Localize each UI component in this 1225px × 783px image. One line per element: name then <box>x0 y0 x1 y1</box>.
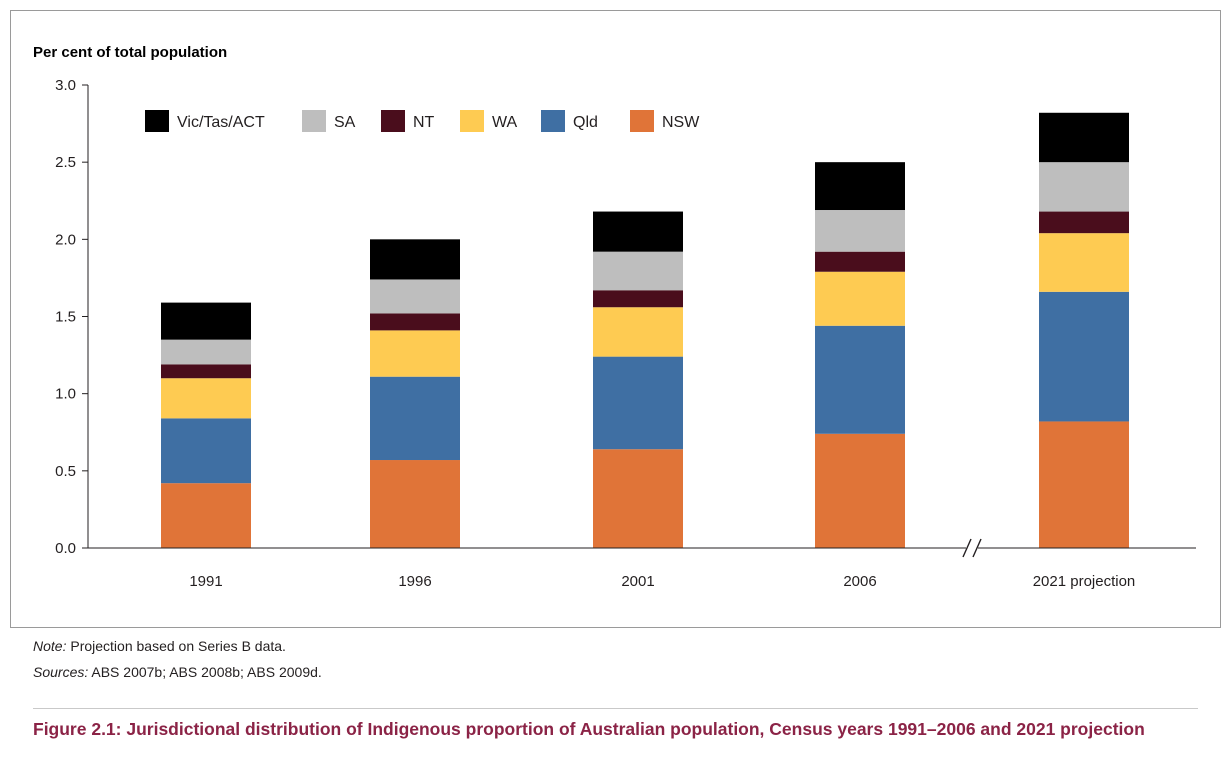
bar-segment <box>1039 112 1129 163</box>
y-tick-label: 1.0 <box>55 386 76 403</box>
note-text: Projection based on Series B data. <box>70 638 286 654</box>
bar-segment <box>370 460 460 548</box>
x-axis: 1991 1996 2001 2006 2021 projection <box>88 538 1196 590</box>
x-tick-label: 2006 <box>843 573 876 590</box>
bar-segment <box>161 364 251 379</box>
bar-segment <box>815 271 905 326</box>
axis-break-mark <box>972 538 982 558</box>
legend-swatch <box>460 110 484 132</box>
bar-segment <box>161 339 251 365</box>
legend-label: NSW <box>662 114 700 131</box>
y-tick-label: 0.5 <box>55 463 76 480</box>
y-tick-label: 2.5 <box>55 154 76 171</box>
x-tick-label: 1991 <box>189 573 222 590</box>
bar-segment <box>593 307 683 357</box>
legend-swatch <box>381 110 405 132</box>
legend-label: WA <box>492 114 518 131</box>
bar-segment <box>1039 421 1129 548</box>
bar-segment <box>593 449 683 548</box>
sources-text: ABS 2007b; ABS 2008b; ABS 2009d. <box>91 664 322 680</box>
y-tick-label: 2.0 <box>55 231 76 248</box>
bar-stack <box>1039 112 1129 548</box>
legend-swatch <box>302 110 326 132</box>
y-tick-label: 3.0 <box>55 77 76 94</box>
bar-segment <box>815 210 905 252</box>
bar-segment <box>593 290 683 308</box>
axis-break-mark <box>962 538 972 558</box>
bar-segment <box>1039 291 1129 422</box>
figure-caption: Figure 2.1: Jurisdictional distribution … <box>33 719 1145 739</box>
bar-segment <box>1039 233 1129 292</box>
legend-label: SA <box>334 114 356 131</box>
stacked-bar-chart: Per cent of total population 0.0 0.5 1.0 1.… <box>33 44 1196 590</box>
bar-segment <box>815 251 905 272</box>
bar-segment <box>593 356 683 450</box>
bar-segment <box>161 378 251 419</box>
y-axis-title: Per cent of total population <box>33 44 227 61</box>
bar-segment <box>593 211 683 252</box>
bar-segment <box>815 325 905 434</box>
bar-segment <box>370 279 460 314</box>
y-tick-label: 0.0 <box>55 540 76 557</box>
caption-rule <box>33 708 1198 709</box>
x-tick-label: 2001 <box>621 573 654 590</box>
bar-segment <box>815 433 905 548</box>
x-tick-label: 2021 projection <box>1033 573 1136 590</box>
figure-frame <box>10 10 1221 628</box>
legend-swatch <box>145 110 169 132</box>
bar-stack <box>370 239 460 548</box>
sources-label: Sources: <box>33 664 89 680</box>
bar-segment <box>1039 162 1129 212</box>
bar-segment <box>370 313 460 331</box>
legend-label: Vic/Tas/ACT <box>177 114 265 131</box>
note-line: Note: Projection based on Series B data. <box>33 637 322 655</box>
sources-line: Sources: ABS 2007b; ABS 2008b; ABS 2009d… <box>33 663 322 681</box>
bar-segment <box>161 302 251 340</box>
bar-stack <box>161 302 251 548</box>
y-axis: 0.0 0.5 1.0 1.5 2.0 2.5 3.0 <box>55 77 89 557</box>
legend-swatch <box>630 110 654 132</box>
legend: Vic/Tas/ACT SA NT WA Qld NSW <box>145 110 700 132</box>
legend-label: NT <box>413 114 435 131</box>
legend-swatch <box>541 110 565 132</box>
bar-segment <box>161 483 251 548</box>
bar-segment <box>370 239 460 280</box>
bar-stack <box>815 162 905 548</box>
bar-segment <box>370 376 460 461</box>
bar-segment <box>370 330 460 377</box>
note-label: Note: <box>33 638 67 654</box>
x-tick-label: 1996 <box>398 573 431 590</box>
notes: Note: Projection based on Series B data.… <box>33 637 322 689</box>
bar-segment <box>1039 211 1129 234</box>
bars <box>161 112 1129 548</box>
bar-stack <box>593 211 683 548</box>
bar-segment <box>815 162 905 211</box>
y-tick-label: 1.5 <box>55 309 76 326</box>
bar-segment <box>593 251 683 291</box>
bar-segment <box>161 418 251 484</box>
legend-label: Qld <box>573 114 598 131</box>
